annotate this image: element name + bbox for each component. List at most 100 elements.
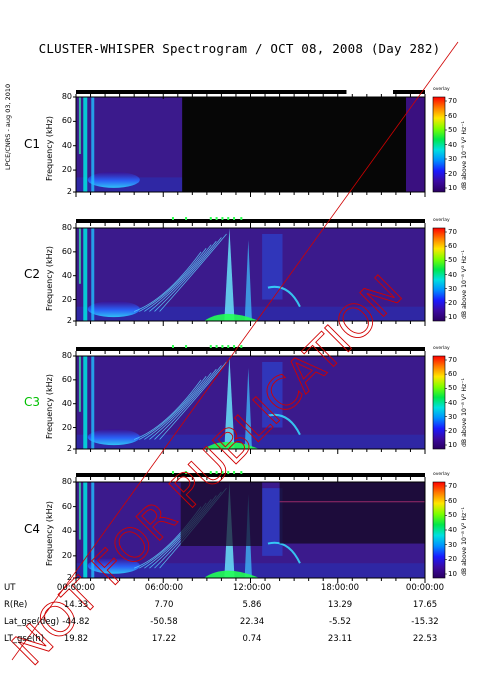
coverage-tick bbox=[221, 471, 224, 474]
colorbar-tick-label: 30 bbox=[448, 412, 457, 421]
coverage-tick bbox=[171, 217, 174, 220]
colorbar-tick-label: 10 bbox=[448, 313, 457, 321]
panel-c1 bbox=[73, 90, 447, 197]
coverage-tick bbox=[227, 217, 230, 220]
y-tick-label: 60 bbox=[61, 374, 72, 384]
colorbar-tick-label: 70 bbox=[448, 356, 457, 364]
broadband-stripe bbox=[91, 97, 95, 192]
colorbar-tick-label: 60 bbox=[448, 242, 457, 251]
orbit-lat-4: -15.32 bbox=[411, 617, 439, 627]
colorbar-tick-label: 10 bbox=[448, 570, 457, 578]
colorbar-tick-label: 40 bbox=[448, 526, 457, 534]
orbit-lt-3: 23.11 bbox=[327, 634, 353, 644]
orbit-r-2: 5.86 bbox=[242, 600, 262, 610]
ut-tick-3: 18:00:00 bbox=[320, 583, 360, 593]
colorbar-tick-label: 50 bbox=[448, 511, 457, 520]
broadband-stripe bbox=[83, 97, 88, 192]
broadband-stripe bbox=[91, 356, 95, 449]
dense-emission bbox=[262, 488, 283, 556]
coverage-tick bbox=[221, 345, 224, 348]
colorbar-unit-label: dB above 10⁻⁸ V² Hz⁻¹ bbox=[461, 507, 468, 576]
coverage-tick bbox=[227, 345, 230, 348]
coverage-tick bbox=[185, 471, 188, 474]
colorbar-tick-label: 60 bbox=[448, 111, 457, 120]
colorbar-top-label: overlay bbox=[433, 472, 450, 477]
broadband-stripe bbox=[78, 228, 81, 284]
ut-row: UT 00:00:00 06:00:00 12:00:00 18:00:00 0… bbox=[0, 583, 479, 595]
ut-tick-1: 06:00:00 bbox=[144, 583, 184, 593]
data-coverage-bar bbox=[76, 347, 425, 351]
low-signal-region bbox=[279, 482, 425, 544]
dense-emission bbox=[262, 361, 283, 428]
y-tick-label: 80 bbox=[61, 223, 72, 232]
orbit-row-lat: Lat_gse(deg) -44.82 -50.58 22.34 -5.52 -… bbox=[0, 617, 479, 629]
y-tick-label: 40 bbox=[61, 526, 72, 536]
y-tick-label: 60 bbox=[61, 501, 72, 511]
colorbar-unit-label: dB above 10⁻⁸ V² Hz⁻¹ bbox=[461, 250, 468, 319]
watermark: NOT FOR PUBLICATION bbox=[2, 265, 413, 676]
colorbar-tick-label: 50 bbox=[448, 384, 457, 393]
colorbar-tick-label: 20 bbox=[448, 169, 457, 178]
panel-c4 bbox=[73, 471, 447, 583]
no-data-region bbox=[182, 97, 407, 192]
y-tick-label: 80 bbox=[61, 351, 72, 360]
ut-tick-0: 00:00:00 bbox=[56, 583, 96, 593]
colorbar-tick-label: 60 bbox=[448, 370, 457, 379]
coverage-tick bbox=[185, 345, 188, 348]
coverage-tick bbox=[209, 471, 212, 474]
side-credit: LPCE/CNRS - aug 03, 2010 bbox=[4, 83, 12, 170]
broadband-stripe bbox=[83, 228, 88, 321]
broadband-stripe bbox=[83, 356, 88, 449]
colorbar bbox=[432, 227, 446, 322]
orbit-r-3: 13.29 bbox=[327, 600, 353, 610]
panel-c2 bbox=[73, 217, 447, 326]
orbit-lt-1: 17.22 bbox=[151, 634, 177, 644]
coverage-tick bbox=[227, 471, 230, 474]
orbit-lat-3: -5.52 bbox=[329, 617, 351, 627]
watermark-line bbox=[11, 41, 459, 661]
coverage-tick bbox=[240, 217, 243, 220]
orbit-r-4: 17.65 bbox=[412, 600, 438, 610]
coverage-tick bbox=[215, 217, 218, 220]
colorbar-tick-label: 50 bbox=[448, 126, 457, 134]
spectrogram-segment bbox=[406, 97, 425, 192]
colorbar-tick-label: 70 bbox=[448, 228, 457, 236]
orbit-lat-0: -44.82 bbox=[62, 617, 90, 627]
y-tick-label: 80 bbox=[61, 92, 72, 101]
emission-line bbox=[267, 541, 301, 564]
coverage-tick bbox=[215, 345, 218, 348]
y-tick-label: 20 bbox=[61, 550, 72, 560]
y-tick-label: 60 bbox=[61, 116, 72, 126]
colorbar-tick-label: 70 bbox=[448, 482, 457, 490]
coverage-tick bbox=[185, 217, 188, 220]
data-coverage-bar bbox=[76, 219, 425, 223]
ut-tick-4: 00:00:00 bbox=[405, 583, 445, 593]
emission-line bbox=[139, 248, 207, 312]
dense-emission bbox=[262, 233, 283, 300]
coverage-tick bbox=[221, 217, 224, 220]
broadband-stripe bbox=[91, 482, 95, 578]
colorbar-tick-label: 40 bbox=[448, 270, 457, 279]
emission-line bbox=[154, 365, 222, 440]
colorbar-tick-label: 10 bbox=[448, 441, 457, 449]
emission-line bbox=[144, 244, 212, 312]
coverage-tick bbox=[233, 345, 236, 348]
y-tick-label: 2 bbox=[66, 444, 72, 453]
low-signal-region bbox=[180, 482, 263, 546]
intense-emission bbox=[203, 570, 260, 578]
orbit-lt-0: 19.82 bbox=[63, 634, 89, 644]
ut-label: UT bbox=[4, 583, 16, 593]
y-axis-label: Frequency (kHz) bbox=[45, 115, 54, 181]
spacecraft-label-c4: C4 bbox=[24, 522, 41, 536]
y-tick-label: 2 bbox=[66, 187, 72, 196]
spacecraft-label-c2: C2 bbox=[24, 266, 41, 281]
colorbar-tick-label: 40 bbox=[448, 398, 457, 407]
emission-spike bbox=[224, 228, 235, 321]
emission-line bbox=[154, 237, 222, 312]
emission-spike bbox=[244, 367, 252, 449]
plasmasphere-emission bbox=[87, 429, 140, 446]
colorbar-top-label: overlay bbox=[433, 87, 450, 92]
emission-line bbox=[144, 372, 212, 440]
coverage-tick bbox=[209, 345, 212, 348]
emission-line bbox=[149, 240, 217, 312]
